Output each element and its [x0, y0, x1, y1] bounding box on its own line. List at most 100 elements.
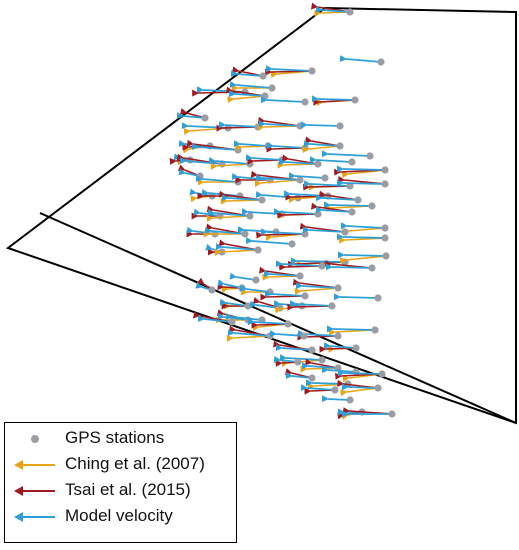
model-vector [229, 81, 273, 89]
station-vector [300, 384, 339, 395]
legend-label-tsai: Tsai et al. (2015) [65, 480, 191, 499]
arrow-icon [14, 486, 55, 496]
fault-trace-line [39, 212, 517, 424]
station-vector [297, 330, 342, 341]
gps-station-dot [244, 302, 252, 310]
arrow-icon [14, 512, 55, 522]
gps-station-dot [259, 72, 267, 80]
model-vector [340, 222, 386, 230]
model-vector [195, 175, 239, 183]
model-vector [233, 140, 269, 148]
legend-label-model: Model velocity [65, 506, 173, 525]
gps-station-dot [377, 58, 385, 66]
model-vector [336, 165, 386, 173]
gps-station-dot [234, 146, 242, 154]
gps-station-dot [284, 320, 292, 328]
model-vector [225, 312, 263, 321]
station-vector [335, 369, 386, 383]
model-vector [260, 96, 306, 104]
gps-station-dot [336, 142, 344, 150]
legend-label-gps: GPS stations [65, 428, 165, 447]
station-vector [275, 260, 326, 271]
model-vector [230, 70, 264, 78]
station-vector [319, 342, 360, 353]
station-vector [336, 175, 389, 188]
gps-station-dot [234, 178, 242, 186]
model-vector [266, 142, 306, 150]
model-vector [278, 158, 319, 166]
gps-station-dot [388, 410, 396, 418]
station-vector [321, 395, 354, 404]
gps-station-dot [301, 230, 309, 238]
station-vector [195, 175, 242, 186]
gps-station-dot [336, 122, 344, 130]
station-vector [333, 293, 382, 302]
station-vector [334, 165, 389, 179]
station-vector [337, 251, 390, 265]
gps-station-dot [301, 144, 309, 152]
station-vector [287, 300, 336, 311]
gps-station-dot [296, 272, 304, 280]
velocity-vectors [169, 2, 396, 420]
station-vector [336, 233, 389, 244]
model-vector [305, 379, 349, 387]
model-vector [321, 150, 371, 158]
gps-station-dot [254, 123, 262, 131]
model-vector [245, 154, 283, 162]
station-vector [233, 140, 272, 151]
model-vector [321, 366, 357, 374]
model-vector [295, 282, 339, 290]
model-vector [269, 330, 305, 338]
model-vector [325, 263, 373, 271]
model-vector [207, 209, 251, 217]
station-vector [309, 156, 356, 166]
model-vector [302, 226, 346, 234]
gps-station-dot [261, 92, 269, 100]
model-vector [337, 251, 387, 259]
model-vector [337, 369, 383, 377]
station-vector [192, 311, 236, 326]
gps-station-dot [354, 196, 362, 204]
station-vector [310, 2, 354, 17]
model-vector [221, 194, 263, 202]
model-vector [315, 6, 351, 14]
gps-station-dot [314, 160, 322, 168]
model-vector [300, 384, 336, 392]
station-vector [273, 355, 302, 367]
gps-station-dot [241, 230, 249, 238]
model-vector [300, 121, 341, 129]
station-vector [247, 318, 292, 332]
legend-label-ching: Ching et al. (2007) [65, 454, 205, 473]
model-vector [231, 172, 271, 181]
station-vector [284, 368, 316, 382]
gps-station-dot [301, 98, 309, 106]
station-vector [340, 222, 389, 235]
model-vector [215, 243, 259, 251]
model-vector [263, 270, 301, 278]
gps-station-dot [268, 84, 276, 92]
model-vector [301, 362, 339, 370]
station-vector [260, 96, 309, 106]
gps-station-dot [366, 152, 374, 160]
model-vector [303, 180, 351, 188]
gps-station-dot [252, 276, 260, 284]
model-vector [336, 179, 386, 187]
model-domain-outline [5, 6, 517, 425]
gps-station-dot [334, 332, 342, 340]
model-vector [289, 300, 333, 308]
legend-item-model: Model velocity [5, 505, 236, 529]
station-vector [177, 164, 204, 180]
gps-station-dot [254, 246, 262, 254]
gps-station-dot [371, 326, 379, 334]
station-vector [217, 279, 246, 293]
model-vector [264, 290, 306, 298]
model-vector [260, 228, 306, 236]
station-vector [315, 190, 362, 204]
gps-station-dot [321, 174, 329, 182]
model-vector [275, 260, 323, 268]
station-vector [230, 66, 267, 80]
gps-station-dot [341, 228, 349, 236]
model-vector [241, 208, 283, 216]
station-vector [302, 136, 344, 154]
